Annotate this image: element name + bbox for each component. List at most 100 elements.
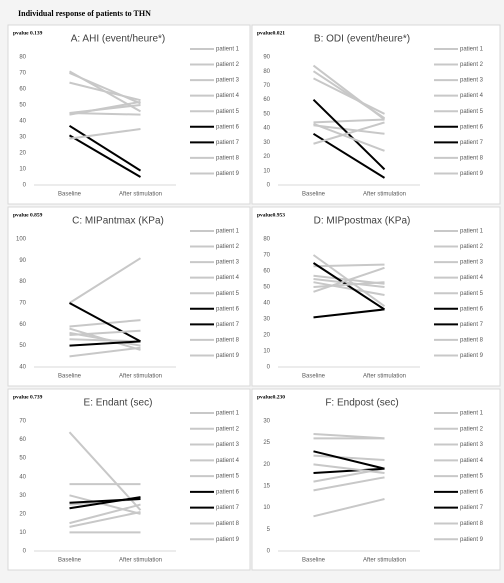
series-line — [69, 340, 141, 347]
y-tick-label: 40 — [19, 474, 26, 480]
series-line — [312, 98, 386, 171]
y-tick-label: 50 — [263, 111, 270, 117]
y-tick-label: 20 — [263, 333, 270, 339]
x-tick-label: Baseline — [58, 558, 82, 564]
legend-label: patient 4 — [460, 275, 484, 281]
series-line — [69, 81, 141, 102]
legend-label: patient 2 — [216, 426, 240, 432]
series-line — [313, 77, 385, 115]
y-tick-label: 10 — [263, 349, 270, 355]
legend-label: patient 5 — [216, 109, 240, 115]
y-tick-label: 50 — [19, 103, 26, 109]
series-line — [312, 70, 386, 119]
legend-label: patient 3 — [460, 442, 484, 448]
y-tick-label: 20 — [19, 511, 26, 517]
legend-label: patient 6 — [216, 124, 240, 130]
series-line — [313, 263, 385, 268]
x-tick-label: After stimulation — [119, 558, 162, 564]
legend-label: patient 9 — [460, 537, 484, 543]
y-tick-label: 60 — [263, 269, 270, 275]
y-tick-label: 50 — [19, 456, 26, 462]
series-line — [313, 476, 385, 492]
series-line — [312, 262, 386, 311]
y-tick-label: 40 — [19, 119, 26, 125]
p-value: pvalue0.021 — [257, 30, 285, 36]
y-tick-label: 0 — [23, 549, 27, 555]
legend-label: patient 6 — [460, 306, 484, 312]
y-tick-label: 20 — [19, 151, 26, 157]
y-tick-label: 20 — [263, 154, 270, 160]
legend-label: patient 4 — [216, 458, 240, 464]
series-line — [68, 257, 142, 304]
series-line — [69, 346, 141, 358]
y-tick-label: 5 — [267, 527, 271, 533]
legend-label: patient 1 — [216, 229, 240, 235]
legend-label: patient 3 — [460, 78, 484, 84]
x-tick-label: After stimulation — [119, 192, 162, 198]
legend-label: patient 2 — [216, 62, 240, 68]
legend-label: patient 9 — [216, 171, 240, 177]
x-tick-label: Baseline — [302, 558, 326, 564]
p-value: pvalue 0.859 — [13, 212, 43, 218]
y-tick-label: 30 — [19, 135, 26, 141]
legend-label: patient 4 — [216, 275, 240, 281]
y-tick-label: 0 — [267, 549, 271, 555]
y-tick-label: 70 — [19, 419, 26, 425]
y-tick-label: 0 — [267, 183, 271, 189]
panel — [7, 388, 251, 571]
series-line — [313, 281, 385, 296]
y-tick-label: 0 — [23, 183, 27, 189]
y-tick-label: 10 — [263, 168, 270, 174]
legend-label: patient 5 — [216, 291, 240, 297]
p-value: pvalue 0.139 — [13, 30, 43, 36]
legend-label: patient 2 — [460, 62, 484, 68]
legend-label: patient 9 — [460, 171, 484, 177]
series-line — [313, 118, 385, 124]
legend-label: patient 7 — [216, 322, 240, 328]
chart-title: B: ODI (event/heure*) — [314, 34, 410, 45]
y-tick-label: 0 — [267, 365, 271, 371]
series-line — [313, 467, 385, 474]
x-tick-label: After stimulation — [119, 374, 162, 380]
series-line — [68, 124, 142, 172]
y-tick-label: 80 — [263, 237, 270, 243]
legend-label: patient 2 — [216, 244, 240, 250]
chart-title: A: AHI (event/heure*) — [71, 34, 166, 45]
x-tick-label: Baseline — [302, 192, 326, 198]
series-line — [69, 338, 141, 343]
legend-label: patient 3 — [216, 78, 240, 84]
y-tick-label: 60 — [19, 322, 26, 328]
legend-label: patient 8 — [460, 337, 484, 343]
y-tick-label: 60 — [19, 437, 26, 443]
series-line — [313, 281, 385, 288]
y-tick-label: 60 — [263, 97, 270, 103]
chart-title: D: MIPpostmax (KPa) — [314, 216, 411, 227]
series-line — [313, 308, 385, 319]
y-tick-label: 80 — [263, 69, 270, 75]
legend-label: patient 1 — [460, 47, 484, 53]
legend-label: patient 9 — [216, 353, 240, 359]
series-line — [69, 498, 141, 504]
y-tick-label: 70 — [263, 253, 270, 259]
series-line — [69, 503, 141, 525]
legend-label: patient 1 — [460, 411, 484, 417]
legend-label: patient 7 — [216, 505, 240, 511]
legend-label: patient 1 — [216, 47, 240, 53]
series-line — [68, 431, 142, 511]
y-tick-label: 30 — [263, 317, 270, 323]
x-tick-label: Baseline — [58, 192, 82, 198]
legend-label: patient 8 — [460, 155, 484, 161]
y-tick-label: 50 — [19, 343, 26, 349]
panel — [251, 24, 501, 205]
y-tick-label: 40 — [263, 301, 270, 307]
y-tick-label: 30 — [19, 493, 26, 499]
p-value: pvalue0.953 — [257, 212, 285, 218]
series-line — [313, 266, 385, 293]
y-tick-label: 20 — [263, 462, 270, 468]
y-tick-label: 90 — [263, 55, 270, 61]
legend-label: patient 6 — [216, 306, 240, 312]
series-line — [69, 329, 141, 336]
y-tick-label: 10 — [19, 530, 26, 536]
y-tick-label: 10 — [19, 167, 26, 173]
